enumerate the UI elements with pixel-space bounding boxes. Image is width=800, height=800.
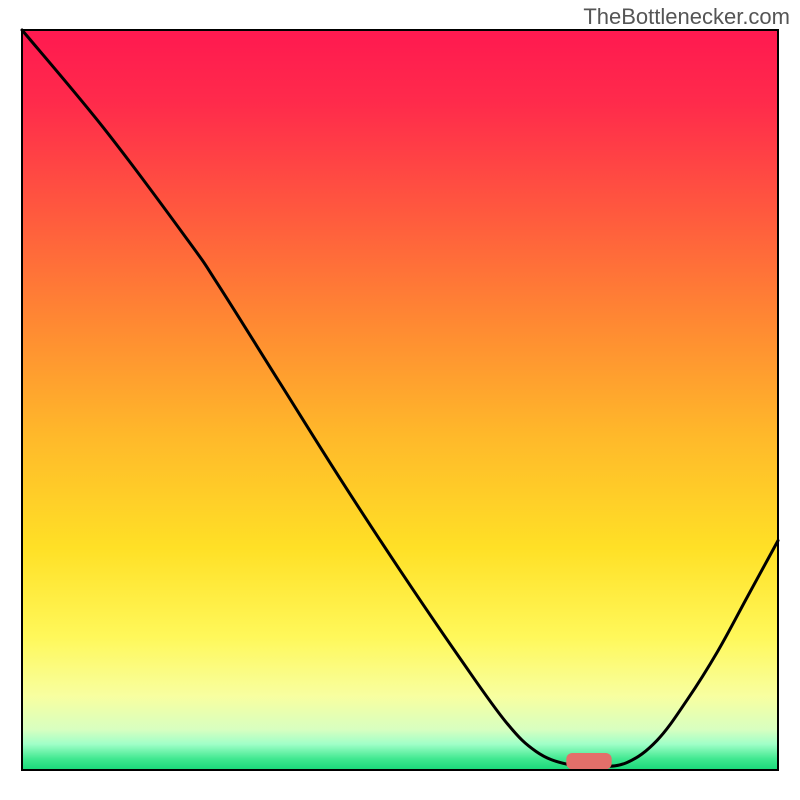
bottleneck-chart	[0, 0, 800, 800]
chart-container: TheBottlenecker.com	[0, 0, 800, 800]
optimal-marker	[566, 753, 611, 769]
watermark-text: TheBottlenecker.com	[583, 4, 790, 30]
plot-gradient-bg	[22, 30, 778, 770]
